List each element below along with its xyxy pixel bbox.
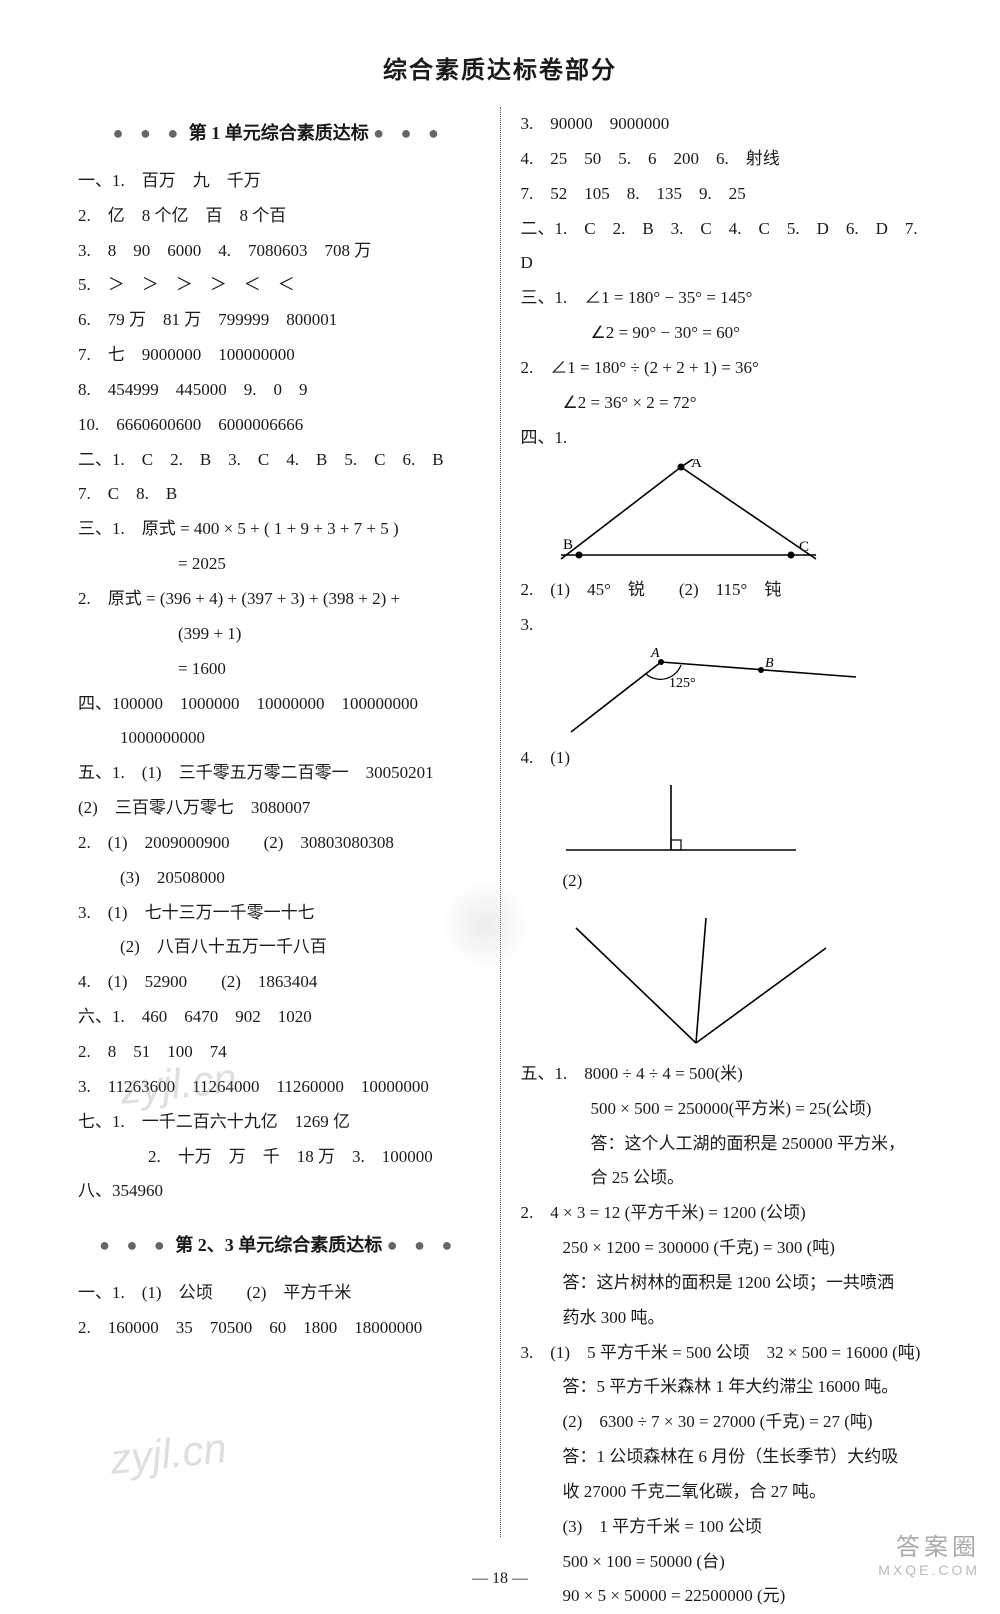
label-125: 125° — [669, 676, 696, 691]
dots-icon: ● ● ● — [387, 1235, 459, 1255]
answer-line: 2. 8 51 100 74 — [78, 1035, 480, 1070]
answer-line: 10. 6660600600 6000006666 — [78, 408, 480, 443]
answer-line: (2) 八百八十五万一千八百 — [78, 930, 480, 965]
answer-line: 二、1. C 2. B 3. C 4. C 5. D 6. D 7. D — [521, 212, 923, 282]
answer-line: 一、1. 百万 九 千万 — [78, 164, 480, 199]
answer-line: 三、1. 原式 = 400 × 5 + ( 1 + 9 + 3 + 7 + 5 … — [78, 512, 480, 547]
answer-line: 3. (1) 七十三万一千零一十七 — [78, 896, 480, 931]
answer-line: (3) 20508000 — [78, 861, 480, 896]
answer-line: 三、1. ∠1 = 180° − 35° = 145° — [521, 281, 923, 316]
unit23-title: 第 2、3 单元综合素质达标 — [175, 1235, 382, 1255]
angle-125-diagram: A B 125° — [551, 647, 871, 737]
answer-line: 2. (1) 45° 锐 (2) 115° 钝 — [521, 573, 923, 608]
answer-line: 八、354960 — [78, 1174, 480, 1209]
answer-line: 1000000000 — [78, 721, 480, 756]
corner-watermark-line2: MXQE.COM — [878, 1562, 980, 1578]
answer-line: 4. (1) 52900 (2) 1863404 — [78, 965, 480, 1000]
answer-line: (3) 1 平方千米 = 100 公顷 — [521, 1510, 923, 1545]
label-A: A — [691, 459, 702, 471]
answer-line: 2. 十万 万 千 18 万 3. 100000 — [78, 1140, 480, 1175]
answer-line: 7. 七 9000000 100000000 — [78, 338, 480, 373]
answer-line: 二、1. C 2. B 3. C 4. B 5. C 6. B — [78, 443, 480, 478]
answer-line: 四、100000 1000000 10000000 100000000 — [78, 687, 480, 722]
answer-line: 四、1. — [521, 421, 923, 456]
answer-line: 2. 160000 35 70500 60 1800 18000000 — [78, 1311, 480, 1346]
answer-line: 500 × 500 = 250000(平方米) = 25(公顷) — [521, 1092, 923, 1127]
answer-line: 合 25 公顷。 — [521, 1161, 923, 1196]
answer-line: ∠2 = 90° − 30° = 60° — [521, 316, 923, 351]
answer-line: 2. ∠1 = 180° ÷ (2 + 2 + 1) = 36° — [521, 351, 923, 386]
v-shape-diagram — [551, 903, 851, 1053]
main-title: 综合素质达标卷部分 — [60, 50, 940, 85]
answer-line: ∠2 = 36° × 2 = 72° — [521, 386, 923, 421]
answer-line: 7. 52 105 8. 135 9. 25 — [521, 177, 923, 212]
answer-line: 五、1. 8000 ÷ 4 ÷ 4 = 500(米) — [521, 1057, 923, 1092]
answer-line: 3. 90000 9000000 — [521, 107, 923, 142]
answer-line: 3. 11263600 11264000 11260000 10000000 — [78, 1070, 480, 1105]
answer-line: 4. (1) — [521, 741, 923, 776]
label-B: B — [563, 537, 573, 553]
answer-line: (2) 三百零八万零七 3080007 — [78, 791, 480, 826]
answer-line: 收 27000 千克二氧化碳，合 27 吨。 — [521, 1475, 923, 1510]
answer-line: 8. 454999 445000 9. 0 9 — [78, 373, 480, 408]
triangle-diagram: A B C — [551, 459, 831, 569]
corner-watermark-line1: 答案圈 — [878, 1527, 980, 1562]
answer-line: 答：1 公顷森林在 6 月份（生长季节）大约吸 — [521, 1440, 923, 1475]
perpendicular-diagram — [551, 780, 811, 860]
answer-line: 4. 25 50 5. 6 200 6. 射线 — [521, 142, 923, 177]
answer-line: 五、1. (1) 三千零五万零二百零一 30050201 — [78, 756, 480, 791]
dots-icon: ● ● ● — [113, 123, 185, 143]
right-column: 3. 90000 9000000 4. 25 50 5. 6 200 6. 射线… — [503, 107, 941, 1547]
answer-line: = 2025 — [78, 547, 480, 582]
answer-line: 3. (1) 5 平方千米 = 500 公顷 32 × 500 = 16000 … — [521, 1336, 923, 1371]
answer-line: 3. — [521, 608, 923, 643]
answer-line: (399 + 1) — [78, 617, 480, 652]
dots-icon: ● ● ● — [373, 123, 445, 143]
answer-line: (2) 6300 ÷ 7 × 30 = 27000 (千克) = 27 (吨) — [521, 1405, 923, 1440]
label-A: A — [650, 647, 660, 661]
unit1-title: 第 1 单元综合素质达标 — [189, 123, 369, 143]
answer-line: 6. 79 万 81 万 799999 800001 — [78, 303, 480, 338]
answer-line: 答：5 平方千米森林 1 年大约滞尘 16000 吨。 — [521, 1370, 923, 1405]
answer-line: 六、1. 460 6470 902 1020 — [78, 1000, 480, 1035]
label-C: C — [799, 539, 809, 555]
answer-line: 5. ＞ ＞ ＞ ＞ ＜ ＜ — [78, 268, 480, 303]
column-divider — [500, 107, 501, 1537]
unit1-header: ● ● ● 第 1 单元综合素质达标 ● ● ● — [78, 115, 480, 152]
answer-line: 七、1. 一千二百六十九亿 1269 亿 — [78, 1105, 480, 1140]
page-number: — 18 — — [0, 1570, 1000, 1588]
answer-line: 2. (1) 2009000900 (2) 30803080308 — [78, 826, 480, 861]
answer-line: = 1600 — [78, 652, 480, 687]
corner-watermark: 答案圈 MXQE.COM — [878, 1527, 980, 1578]
answer-line: 7. C 8. B — [78, 477, 480, 512]
unit23-header: ● ● ● 第 2、3 单元综合素质达标 ● ● ● — [78, 1227, 480, 1264]
two-columns: ● ● ● 第 1 单元综合素质达标 ● ● ● 一、1. 百万 九 千万 2.… — [60, 107, 940, 1547]
answer-line: 药水 300 吨。 — [521, 1301, 923, 1336]
answer-line: (2) — [521, 864, 923, 899]
answer-line: 2. 4 × 3 = 12 (平方千米) = 1200 (公顷) — [521, 1196, 923, 1231]
dots-icon: ● ● ● — [99, 1235, 171, 1255]
answer-line: 3. 8 90 6000 4. 7080603 708 万 — [78, 234, 480, 269]
answer-line: 一、1. (1) 公顷 (2) 平方千米 — [78, 1276, 480, 1311]
answer-line: 250 × 1200 = 300000 (千克) = 300 (吨) — [521, 1231, 923, 1266]
left-column: ● ● ● 第 1 单元综合素质达标 ● ● ● 一、1. 百万 九 千万 2.… — [60, 107, 498, 1547]
answer-line: 2. 原式 = (396 + 4) + (397 + 3) + (398 + 2… — [78, 582, 480, 617]
label-B: B — [765, 656, 774, 671]
answer-line: 答：这个人工湖的面积是 250000 平方米， — [521, 1127, 923, 1162]
answer-line: 答：这片树林的面积是 1200 公顷；一共喷洒 — [521, 1266, 923, 1301]
answer-line: 2. 亿 8 个亿 百 8 个百 — [78, 199, 480, 234]
